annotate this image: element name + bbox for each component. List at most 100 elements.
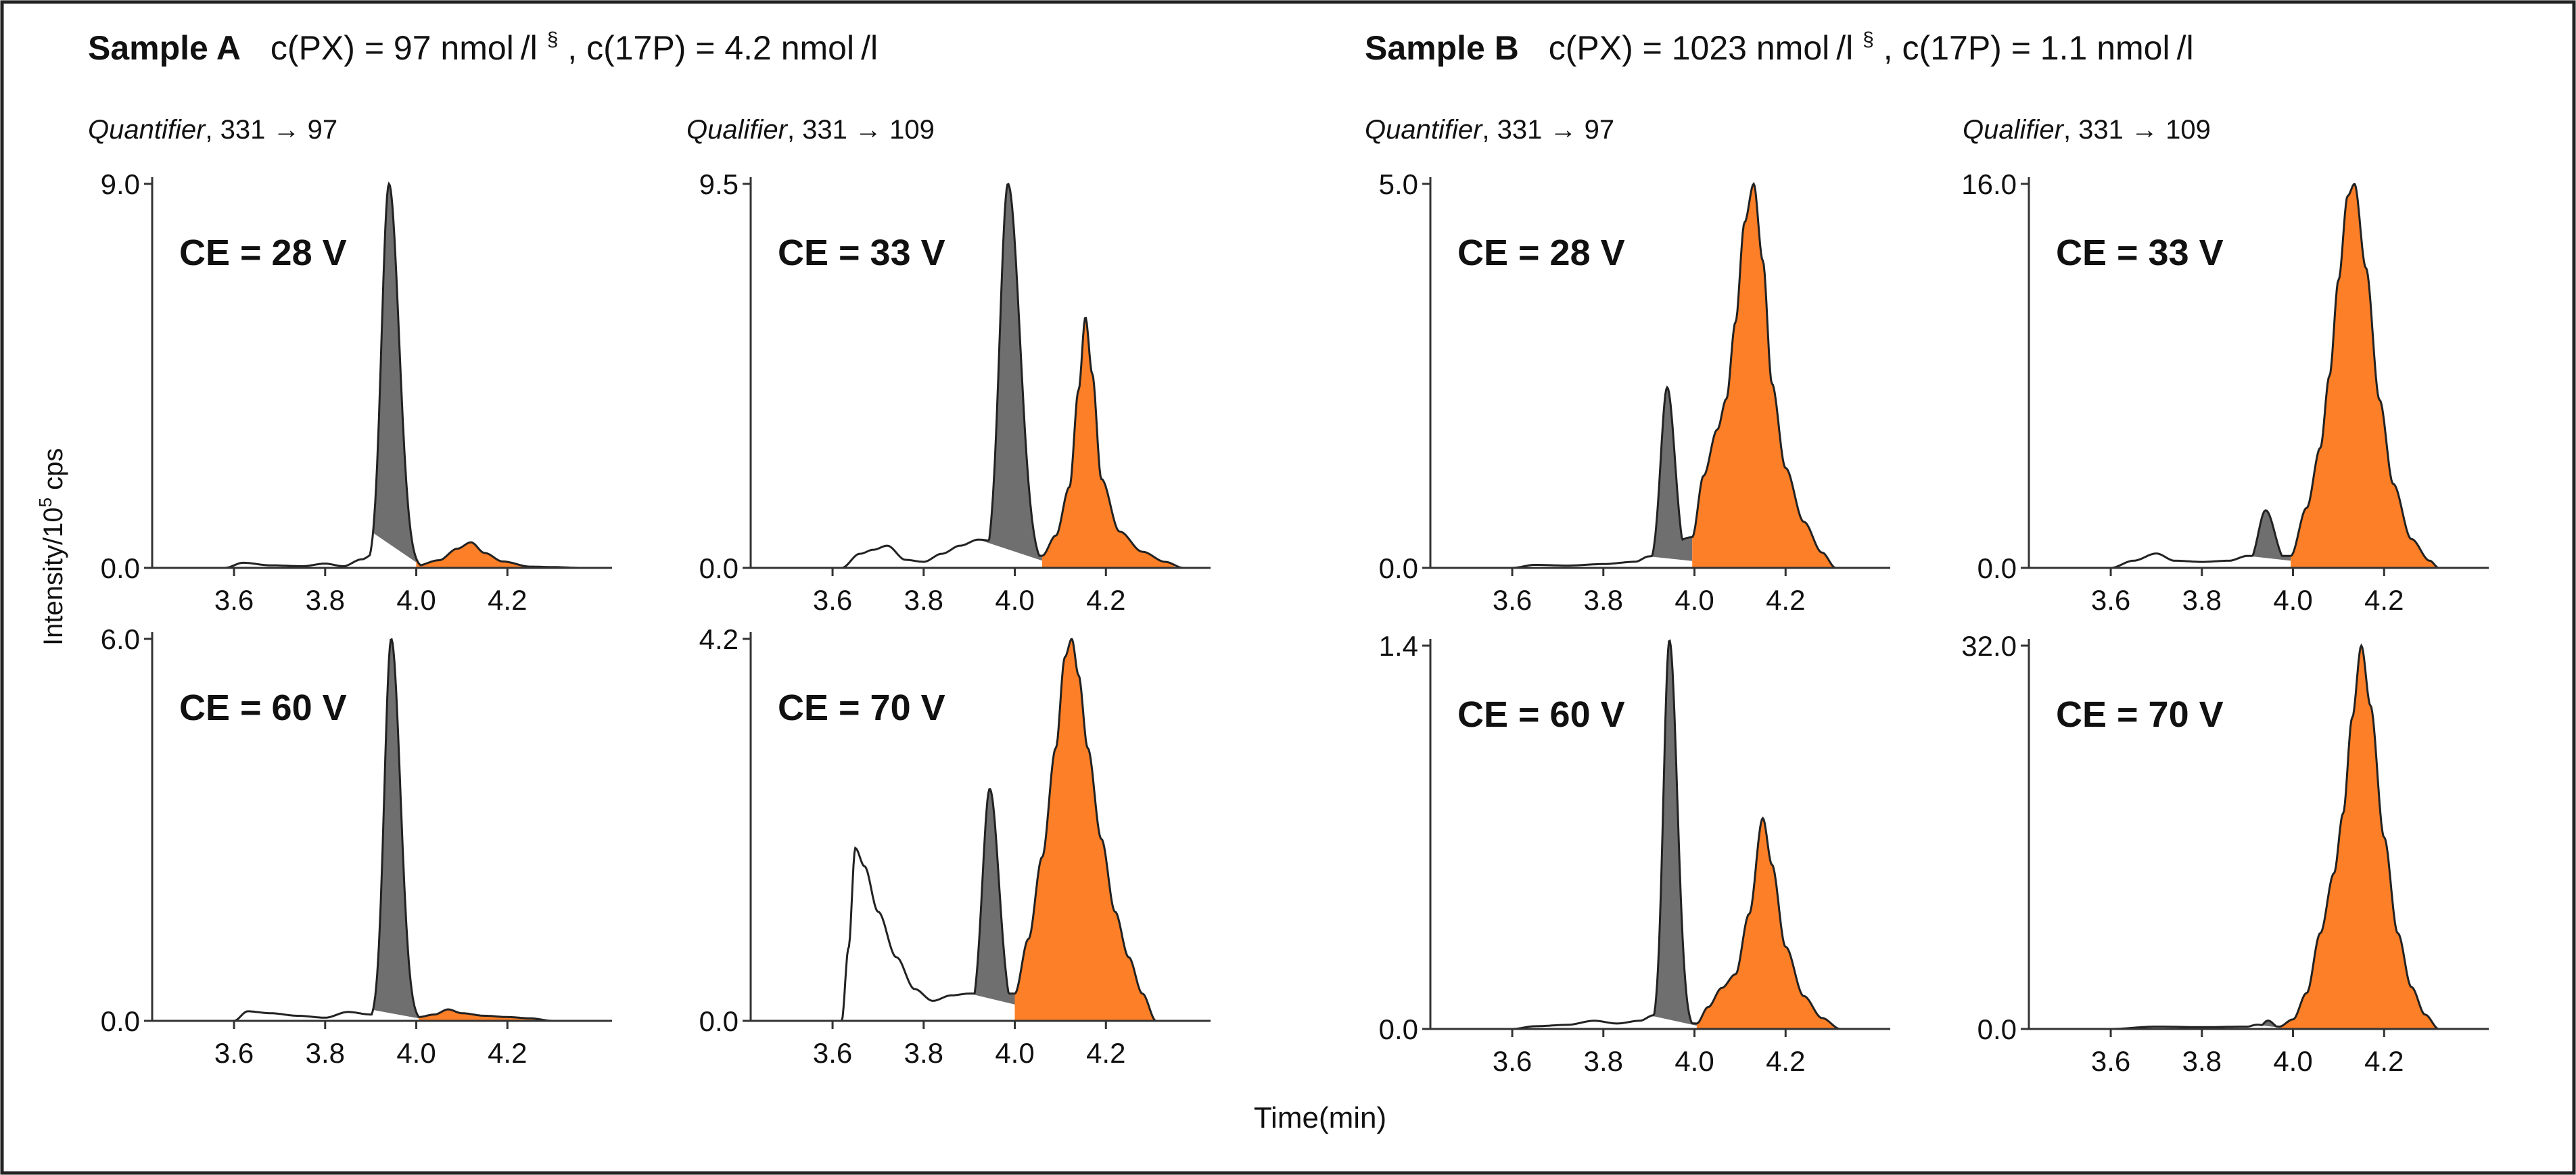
x-tick-label-B-quant-28-3: 4.2 bbox=[1766, 584, 1805, 616]
x-tick-label-B-qual-70-1: 3.8 bbox=[2182, 1045, 2222, 1077]
column-header-3-transition: , 331 → 97 bbox=[1482, 115, 1614, 145]
y-tick-label-B-quant-60-0: 0.0 bbox=[1379, 1013, 1418, 1045]
ce-label-A-quant-60: CE = 60 V bbox=[179, 688, 347, 728]
column-header-3: Quantifier, 331 → 97 bbox=[1365, 115, 1614, 145]
x-tick-label-B-qual-70-2: 4.0 bbox=[2273, 1045, 2312, 1077]
chromatogram-panels: 0.0 9.0 3.6 3.8 4.0 4.2 CE = 28 V 0.0 9.5 3.6 3.8 4… bbox=[101, 168, 2489, 1077]
sample-b-header: Sample B c(PX) = 1023 nmol /l § , c(17P)… bbox=[1365, 16, 2194, 67]
column-header-1-label: Quantifier bbox=[88, 115, 206, 145]
panel-A-qual-33: 0.0 9.5 3.6 3.8 4.0 4.2 CE = 33 V bbox=[699, 168, 1211, 616]
peak-gray-A-quant-60 bbox=[373, 639, 419, 1019]
peak-gray-A-qual-33 bbox=[978, 184, 1042, 561]
peak-orange-A-qual-70 bbox=[1014, 639, 1156, 1021]
x-tick-label-B-quant-60-0: 3.6 bbox=[1493, 1045, 1532, 1077]
panel-A-quant-60: 0.0 6.0 3.6 3.8 4.0 4.2 CE = 60 V bbox=[101, 623, 612, 1069]
x-tick-label-A-qual-70-3: 4.2 bbox=[1086, 1037, 1125, 1069]
x-tick-label-B-quant-60-2: 4.0 bbox=[1675, 1045, 1714, 1077]
x-tick-label-A-quant-60-0: 3.6 bbox=[214, 1037, 254, 1069]
y-axis-label-post: cps bbox=[39, 448, 68, 498]
y-tick-label-B-qual-33-0: 0.0 bbox=[1977, 552, 2017, 584]
y-tick-label-A-qual-33-0: 0.0 bbox=[699, 552, 739, 584]
x-tick-label-A-qual-33-2: 4.0 bbox=[995, 584, 1034, 616]
peak-gray-B-qual-70 bbox=[2256, 1020, 2280, 1028]
x-tick-label-B-qual-33-3: 4.2 bbox=[2364, 584, 2404, 616]
sample-b-conc: c(PX) = 1023 nmol /l bbox=[1549, 29, 1854, 67]
x-tick-label-A-quant-60-1: 3.8 bbox=[306, 1037, 345, 1069]
sample-b-name: Sample B bbox=[1365, 29, 1519, 67]
peak-orange-B-quant-28 bbox=[1692, 184, 1841, 568]
x-tick-label-A-quant-60-2: 4.0 bbox=[396, 1037, 436, 1069]
y-tick-label-A-quant-28-1: 9.0 bbox=[101, 168, 140, 200]
sample-b-conc2: , c(17P) = 1.1 nmol /l bbox=[1883, 29, 2194, 67]
column-header-2-transition: , 331 → 109 bbox=[787, 115, 935, 145]
y-tick-label-A-quant-28-0: 0.0 bbox=[101, 552, 140, 584]
peak-orange-B-qual-70 bbox=[2279, 646, 2439, 1029]
column-header-1: Quantifier, 331 → 97 bbox=[88, 115, 337, 145]
x-tick-label-A-qual-33-3: 4.2 bbox=[1086, 584, 1125, 616]
panel-A-quant-28: 0.0 9.0 3.6 3.8 4.0 4.2 CE = 28 V bbox=[101, 168, 612, 616]
x-tick-label-A-quant-28-0: 3.6 bbox=[214, 584, 254, 616]
y-axis-label-sup: 5 bbox=[35, 498, 55, 507]
y-tick-label-A-quant-60-0: 0.0 bbox=[101, 1005, 140, 1037]
y-tick-label-A-qual-33-1: 9.5 bbox=[699, 168, 739, 200]
x-tick-label-A-quant-28-3: 4.2 bbox=[488, 584, 527, 616]
x-tick-label-B-qual-70-0: 3.6 bbox=[2091, 1045, 2130, 1077]
panel-A-qual-70: 0.0 4.2 3.6 3.8 4.0 4.2 CE = 70 V bbox=[699, 623, 1211, 1069]
sample-a-header: Sample A c(PX) = 97 nmol /l § , c(17P) =… bbox=[88, 16, 878, 67]
panel-B-quant-28: 0.0 5.0 3.6 3.8 4.0 4.2 CE = 28 V bbox=[1379, 168, 1890, 616]
sample-a-conc: c(PX) = 97 nmol /l bbox=[271, 29, 538, 67]
sample-b-sup: § bbox=[1863, 28, 1874, 51]
x-tick-label-A-qual-70-0: 3.6 bbox=[813, 1037, 852, 1069]
y-tick-label-B-qual-70-0: 0.0 bbox=[1977, 1013, 2017, 1045]
x-tick-label-A-qual-70-1: 3.8 bbox=[904, 1037, 943, 1069]
panel-B-qual-33: 0.0 16.0 3.6 3.8 4.0 4.2 CE = 33 V bbox=[1961, 168, 2489, 616]
peak-gray-B-qual-33 bbox=[2247, 510, 2291, 561]
x-tick-label-A-quant-60-3: 4.2 bbox=[488, 1037, 527, 1069]
column-header-2: Qualifier, 331 → 109 bbox=[686, 115, 935, 145]
x-tick-label-B-quant-60-3: 4.2 bbox=[1766, 1045, 1805, 1077]
panel-B-quant-60: 0.0 1.4 3.6 3.8 4.0 4.2 CE = 60 V bbox=[1379, 630, 1890, 1077]
ce-label-B-quant-60: CE = 60 V bbox=[1457, 694, 1625, 735]
y-tick-label-B-qual-33-1: 16.0 bbox=[1961, 168, 2017, 200]
x-tick-label-B-qual-33-1: 3.8 bbox=[2182, 584, 2222, 616]
x-tick-label-A-quant-28-2: 4.0 bbox=[396, 584, 436, 616]
peak-orange-B-quant-60 bbox=[1696, 818, 1845, 1029]
ce-label-A-qual-70: CE = 70 V bbox=[778, 688, 945, 728]
x-tick-label-B-qual-70-3: 4.2 bbox=[2364, 1045, 2404, 1077]
y-tick-label-A-quant-60-1: 6.0 bbox=[101, 623, 140, 655]
x-tick-label-A-qual-33-1: 3.8 bbox=[904, 584, 943, 616]
ce-label-A-qual-33: CE = 33 V bbox=[778, 233, 945, 273]
x-tick-label-A-quant-28-1: 3.8 bbox=[306, 584, 345, 616]
peak-orange-B-qual-33 bbox=[2291, 184, 2439, 568]
trace-line-A-quant-28 bbox=[166, 181, 581, 569]
x-tick-label-B-quant-60-1: 3.8 bbox=[1584, 1045, 1623, 1077]
x-tick-label-A-qual-70-2: 4.0 bbox=[995, 1037, 1034, 1069]
peak-gray-B-quant-28 bbox=[1649, 387, 1693, 561]
sample-a-name: Sample A bbox=[88, 29, 241, 67]
column-header-4-label: Qualifier bbox=[1963, 115, 2065, 145]
column-header-2-label: Qualifier bbox=[686, 115, 789, 145]
x-tick-label-B-quant-28-1: 3.8 bbox=[1584, 584, 1623, 616]
y-tick-label-A-qual-70-0: 0.0 bbox=[699, 1005, 739, 1037]
y-axis-label: Intensity/105 cps bbox=[35, 448, 68, 646]
x-axis-label: Time(min) bbox=[1254, 1101, 1386, 1134]
ce-label-B-qual-70: CE = 70 V bbox=[2056, 694, 2224, 735]
y-tick-label-A-qual-70-1: 4.2 bbox=[699, 623, 739, 655]
y-tick-label-B-quant-28-0: 0.0 bbox=[1379, 552, 1418, 584]
x-tick-label-B-quant-28-2: 4.0 bbox=[1675, 584, 1714, 616]
x-tick-label-B-quant-28-0: 3.6 bbox=[1493, 584, 1532, 616]
panel-B-qual-70: 0.0 32.0 3.6 3.8 4.0 4.2 CE = 70 V bbox=[1961, 630, 2489, 1077]
x-tick-label-B-qual-33-2: 4.0 bbox=[2273, 584, 2312, 616]
column-header-1-transition: , 331 → 97 bbox=[205, 115, 337, 145]
column-header-4: Qualifier, 331 → 109 bbox=[1963, 115, 2211, 145]
x-tick-label-A-qual-33-0: 3.6 bbox=[813, 584, 852, 616]
x-tick-label-B-qual-33-0: 3.6 bbox=[2091, 584, 2130, 616]
y-axis-label-pre: Intensity/10 bbox=[39, 507, 68, 646]
column-header-4-transition: , 331 → 109 bbox=[2063, 115, 2211, 145]
peak-gray-B-quant-60 bbox=[1651, 640, 1697, 1026]
ce-label-A-quant-28: CE = 28 V bbox=[179, 233, 347, 273]
column-header-3-label: Quantifier bbox=[1365, 115, 1483, 145]
